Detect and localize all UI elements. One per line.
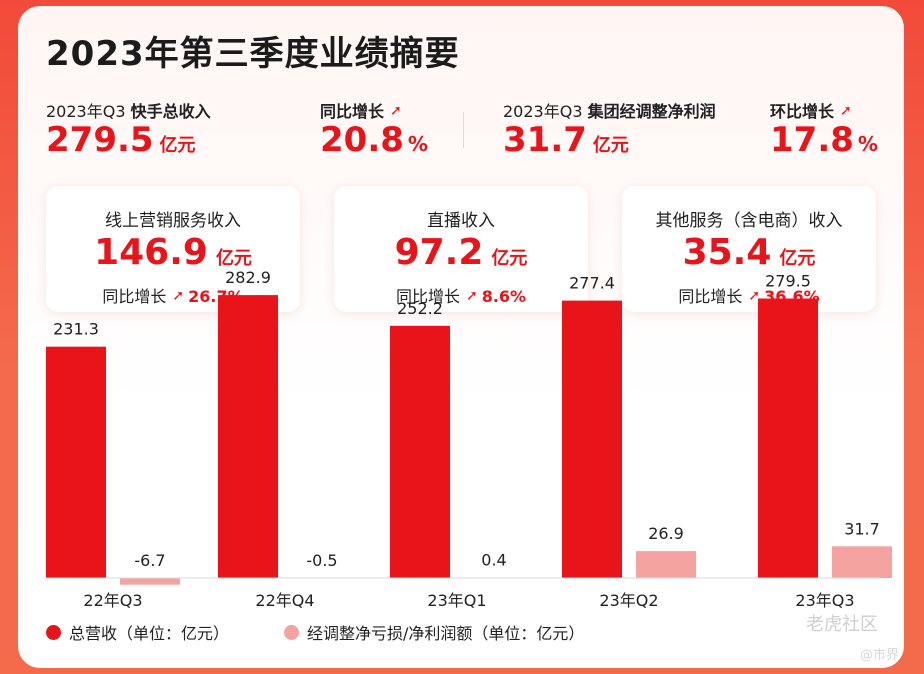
profit-label-prefix: 2023年Q3 xyxy=(503,102,583,121)
segment-growth: 同比增长 ➚ 8.6% xyxy=(334,283,588,307)
segment-box-online-marketing: 线上营销服务收入 146.9 亿元 同比增长 ➚ 26.7% xyxy=(46,186,300,312)
watermark-sub: @市界 xyxy=(860,648,900,663)
kpi-divider xyxy=(463,112,464,148)
watermark-logo: 老虎社区 xyxy=(806,614,878,635)
profit-data-label: 31.7 xyxy=(844,519,880,538)
profit-unit: 亿元 xyxy=(592,135,629,156)
x-tick-label: 22年Q4 xyxy=(255,591,314,610)
profit-label: 2023年Q3 集团经调整净利润 xyxy=(503,98,716,122)
legend-profit-label: 经调整净亏损/净利润额（单位：亿元） xyxy=(307,624,585,643)
yoy-label-text: 同比增长 xyxy=(320,102,385,121)
revenue-unit: 亿元 xyxy=(159,135,196,156)
revenue-bar xyxy=(46,346,106,578)
segment-value: 35.4 亿元 xyxy=(622,233,876,279)
yoy-label: 同比增长 ➚ xyxy=(320,98,402,122)
up-right-arrow-icon: ➚ xyxy=(172,288,185,304)
revenue-label-main: 快手总收入 xyxy=(130,102,211,121)
segment-growth-label: 同比增长 xyxy=(395,287,460,306)
segment-growth-value: 8.6% xyxy=(481,287,527,306)
legend-revenue-swatch xyxy=(46,624,61,640)
yoy-number: 20.8 xyxy=(320,120,404,160)
up-right-arrow-icon: ➚ xyxy=(390,103,402,119)
segment-value: 146.9 亿元 xyxy=(46,233,300,279)
profit-number: 31.7 xyxy=(503,120,587,160)
revenue-data-label: 279.5 xyxy=(765,272,811,291)
revenue-data-label: 252.2 xyxy=(397,299,443,318)
profit-value: 31.7 亿元 xyxy=(503,120,629,160)
profit-data-label: 0.4 xyxy=(481,551,506,570)
revenue-data-label: 277.4 xyxy=(569,274,615,293)
qoq-value: 17.8% xyxy=(770,120,878,160)
qoq-unit: % xyxy=(857,132,878,156)
up-right-arrow-icon: ➚ xyxy=(748,288,761,304)
revenue-bar xyxy=(218,295,278,578)
segment-label: 直播收入 xyxy=(427,211,495,231)
profit-bar xyxy=(832,546,892,578)
segment-box-live-streaming: 直播收入 97.2 亿元 同比增长 ➚ 8.6% xyxy=(334,186,588,312)
segment-unit: 亿元 xyxy=(491,248,528,269)
x-tick-label: 22年Q3 xyxy=(83,591,142,610)
x-tick-label: 23年Q1 xyxy=(427,591,486,610)
segment-growth-label: 同比增长 xyxy=(102,287,167,306)
page-title: 2023年第三季度业绩摘要 xyxy=(46,34,460,74)
profit-data-label: -0.5 xyxy=(306,551,337,570)
yoy-unit: % xyxy=(407,132,428,156)
segment-number: 97.2 xyxy=(394,232,484,273)
revenue-bar xyxy=(390,325,450,578)
segment-unit: 亿元 xyxy=(779,248,816,269)
segment-growth: 同比增长 ➚ 26.7% xyxy=(46,283,300,307)
profit-bar xyxy=(636,551,696,578)
revenue-data-label: 282.9 xyxy=(225,268,271,287)
profit-data-label: -6.7 xyxy=(134,551,165,570)
x-tick-label: 23年Q3 xyxy=(795,591,854,610)
revenue-bar xyxy=(758,298,818,578)
up-right-arrow-icon: ➚ xyxy=(840,103,852,119)
summary-card xyxy=(18,6,904,668)
qoq-label: 环比增长 ➚ xyxy=(770,98,852,122)
qoq-number: 17.8 xyxy=(770,120,854,160)
segment-label: 线上营销服务收入 xyxy=(105,211,241,231)
up-right-arrow-icon: ➚ xyxy=(465,288,478,304)
segment-unit: 亿元 xyxy=(215,248,252,269)
legend-revenue: 总营收（单位：亿元） xyxy=(46,620,229,644)
profit-label-main: 集团经调整净利润 xyxy=(587,102,716,121)
qoq-label-text: 环比增长 xyxy=(770,102,835,121)
x-tick-label: 23年Q2 xyxy=(599,591,658,610)
segment-label: 其他服务（含电商）收入 xyxy=(655,211,843,231)
revenue-label: 2023年Q3 快手总收入 xyxy=(46,98,211,122)
legend-profit: 经调整净亏损/净利润额（单位：亿元） xyxy=(284,620,584,644)
revenue-number: 279.5 xyxy=(46,120,154,160)
segment-number: 146.9 xyxy=(94,232,208,273)
yoy-value: 20.8% xyxy=(320,120,428,160)
revenue-bar xyxy=(562,300,622,578)
profit-bar xyxy=(120,578,180,585)
segment-value: 97.2 亿元 xyxy=(334,233,588,279)
revenue-value: 279.5 亿元 xyxy=(46,120,196,160)
revenue-data-label: 231.3 xyxy=(53,320,99,339)
profit-data-label: 26.9 xyxy=(648,524,684,543)
legend-profit-swatch xyxy=(284,624,299,640)
segment-growth-label: 同比增长 xyxy=(678,287,743,306)
segment-number: 35.4 xyxy=(682,232,772,273)
legend-revenue-label: 总营收（单位：亿元） xyxy=(69,624,230,643)
revenue-label-prefix: 2023年Q3 xyxy=(46,102,126,121)
